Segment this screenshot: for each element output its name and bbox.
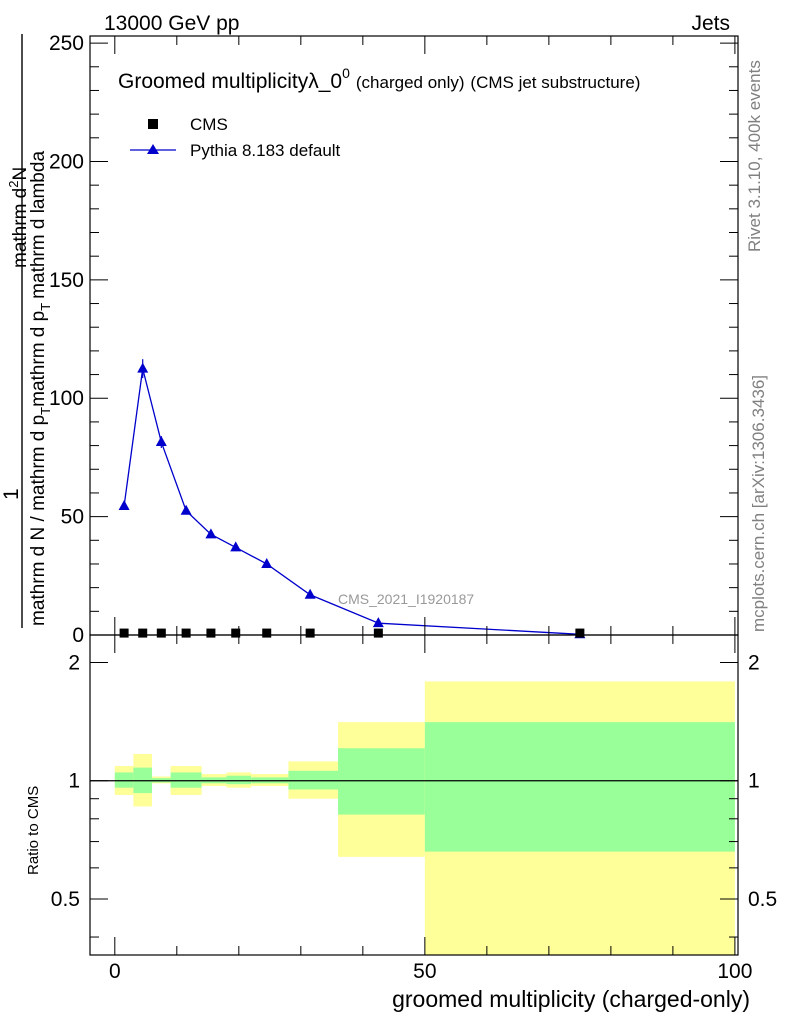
mc-point: [205, 528, 217, 539]
cms-point: [156, 628, 166, 638]
ratio-band-inner: [226, 775, 252, 785]
main-yticks: 0 50 100 150 200 250: [49, 32, 738, 647]
cms-point: [231, 628, 241, 638]
mc-point: [304, 588, 316, 599]
ratio-ytick-label-right: 2: [748, 652, 760, 675]
ratio-ytick-label-right: 1: [748, 770, 760, 793]
x-tick-label: 0: [109, 960, 121, 983]
ratio-ytick-label-left: 0.5: [51, 888, 80, 911]
cms-point: [305, 628, 315, 638]
ylabel-den-text: mathrm d N / mathrm d p: [28, 415, 49, 626]
main-ylabel: 1 mathrm d N / mathrm d pTmathrm d pTmat…: [0, 34, 53, 628]
ratio-bands: [114, 681, 735, 955]
ratio-band-inner: [424, 722, 735, 852]
title-sup: 0: [342, 65, 350, 81]
ratio-band-inner: [114, 772, 134, 788]
ratio-ytick-label-right: 0.5: [748, 888, 777, 911]
mc-series-line: [123, 368, 580, 635]
cms-point: [575, 628, 585, 638]
energy-label: 13000 GeV pp: [104, 12, 239, 35]
main-frame: [89, 35, 739, 636]
ylabel-den-mid: mathrm d p: [28, 311, 49, 407]
main-ytick-label: 0: [72, 624, 84, 647]
main-marks: [118, 359, 586, 639]
mc-point: [230, 541, 242, 552]
legend: CMS Pythia 8.183 default: [130, 115, 341, 160]
mc-point: [180, 504, 192, 515]
main-ytick-label: 250: [49, 32, 84, 55]
ylabel-den-sub2: T: [38, 303, 53, 311]
mc-point: [137, 362, 149, 373]
ylabel-top-sup: 2: [6, 181, 21, 188]
cms-point: [206, 628, 216, 638]
legend-cms-marker: [148, 119, 158, 129]
main-xticks: [114, 36, 736, 635]
cms-point: [373, 628, 383, 638]
cms-point: [119, 628, 129, 638]
ratio-ylabel: Ratio to CMS: [25, 786, 42, 875]
mc-point: [372, 617, 384, 628]
cms-point: [262, 628, 272, 638]
mcplots-label: mcplots.cern.ch [arXiv:1306.3436]: [749, 375, 768, 632]
mc-point: [261, 557, 273, 568]
cms-point: [138, 628, 148, 638]
ratio-ytick-label-left: 1: [68, 770, 80, 793]
ratio-band-inner: [338, 748, 425, 815]
ylabel-den-tail: mathrm d lambda: [28, 151, 49, 299]
rivet-version-label: Rivet 3.1.10, 400k events: [745, 60, 764, 252]
x-axis-label: groomed multiplicity (charged-only): [392, 986, 750, 1012]
title-main: Groomed multiplicity: [118, 70, 309, 93]
ylabel-top-text: mathrm d: [10, 188, 31, 268]
x-tick-label: 50: [413, 960, 436, 983]
analysis-watermark: CMS_2021_I1920187: [338, 591, 474, 607]
ratio-ytick-label-left: 2: [68, 652, 80, 675]
legend-cms-label: CMS: [190, 115, 228, 134]
ylabel-top-n: N: [10, 167, 31, 181]
cms-point: [181, 628, 191, 638]
main-ytick-label: 200: [49, 150, 84, 173]
ylabel-den-sub: T: [38, 407, 53, 415]
main-ytick-label: 100: [49, 387, 84, 410]
mc-point: [118, 499, 130, 510]
ratio-xticks: 0 50 100: [109, 635, 752, 983]
title-lambda: λ_0: [308, 70, 342, 93]
ylabel-numerator: 1: [0, 488, 23, 500]
ratio-band-inner: [170, 772, 202, 788]
mc-point: [155, 436, 167, 447]
ylabel-denominator: mathrm d N / mathrm d pTmathrm d pTmathr…: [28, 151, 53, 626]
process-label: Jets: [691, 12, 730, 35]
title-tail-small: (charged only): [356, 73, 465, 92]
ratio-panel: 0.5 0.5 1 1 2 2 0 50 100 Ratio to CMS groomed m…: [25, 634, 777, 1012]
main-ytick-label: 150: [49, 269, 84, 292]
title-tail: (CMS jet substructure): [470, 73, 640, 92]
plot-title: Groomed multiplicityλ_00 (charged only) (…: [118, 65, 640, 93]
ylabel-top: mathrm d2N: [6, 167, 31, 268]
ratio-yticks: 0.5 0.5 1 1 2 2: [51, 652, 777, 938]
main-ytick-label: 50: [61, 506, 84, 529]
x-tick-label: 100: [717, 960, 752, 983]
legend-mc-marker: [147, 144, 159, 154]
legend-mc-label: Pythia 8.183 default: [190, 141, 341, 160]
ratio-frame: [89, 634, 739, 956]
